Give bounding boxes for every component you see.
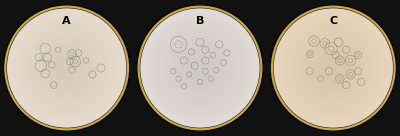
Circle shape bbox=[143, 11, 257, 125]
Text: B: B bbox=[196, 16, 204, 26]
Circle shape bbox=[280, 14, 387, 122]
Text: A: A bbox=[62, 16, 71, 26]
Circle shape bbox=[273, 8, 394, 128]
Circle shape bbox=[274, 8, 393, 128]
Circle shape bbox=[140, 8, 260, 128]
Circle shape bbox=[274, 8, 393, 128]
Circle shape bbox=[146, 14, 254, 122]
Circle shape bbox=[2, 4, 131, 132]
Circle shape bbox=[269, 4, 398, 132]
Circle shape bbox=[277, 11, 390, 125]
Circle shape bbox=[271, 6, 396, 130]
Circle shape bbox=[138, 6, 262, 130]
Circle shape bbox=[7, 8, 126, 128]
Circle shape bbox=[6, 8, 127, 128]
Circle shape bbox=[4, 6, 129, 130]
Circle shape bbox=[140, 8, 260, 128]
Circle shape bbox=[13, 14, 120, 122]
Circle shape bbox=[140, 8, 260, 128]
Circle shape bbox=[10, 11, 123, 125]
Text: C: C bbox=[329, 16, 337, 26]
Circle shape bbox=[136, 4, 264, 132]
Circle shape bbox=[7, 8, 126, 128]
